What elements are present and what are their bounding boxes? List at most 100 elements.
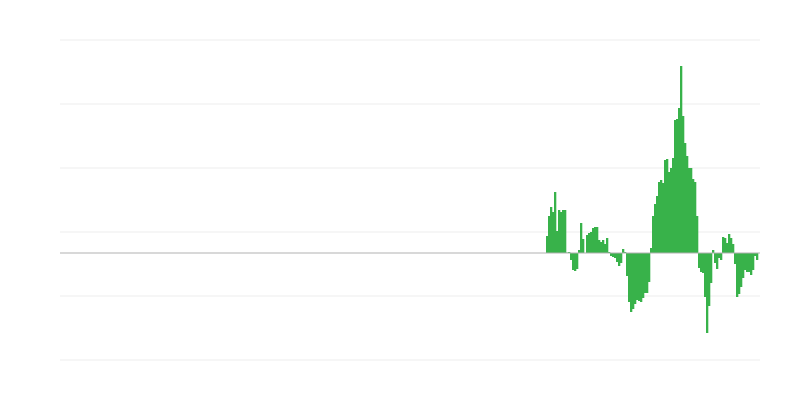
bar <box>604 244 607 253</box>
bar <box>546 236 549 253</box>
bar <box>690 168 693 253</box>
bar <box>696 216 699 253</box>
bar <box>616 253 619 262</box>
bar <box>610 253 613 256</box>
bar <box>718 253 721 258</box>
bar <box>598 240 601 253</box>
bar <box>752 253 755 270</box>
bar <box>548 216 551 253</box>
bar <box>588 233 591 253</box>
bar <box>706 253 709 333</box>
bar <box>640 253 643 302</box>
bar <box>628 253 631 302</box>
bar <box>742 253 745 278</box>
bar <box>654 204 657 253</box>
bar <box>606 238 609 253</box>
bar <box>572 253 575 270</box>
bar <box>644 253 647 293</box>
bar <box>600 242 603 253</box>
bar <box>716 253 719 269</box>
bar <box>626 253 629 276</box>
bar <box>650 248 653 253</box>
bar <box>682 116 685 253</box>
bar <box>722 237 725 253</box>
bar <box>714 253 717 263</box>
bar <box>648 253 651 282</box>
bar <box>556 231 559 253</box>
bar <box>652 216 655 253</box>
bar <box>734 253 737 264</box>
bar <box>570 253 573 260</box>
bar <box>746 253 749 272</box>
bar <box>602 240 605 253</box>
bar <box>630 253 633 312</box>
bar <box>636 253 639 300</box>
bar <box>724 238 727 253</box>
bar <box>670 168 673 253</box>
bar <box>698 253 701 268</box>
bar <box>728 234 731 253</box>
bar <box>684 143 687 253</box>
bar <box>674 120 677 253</box>
bar <box>686 156 689 253</box>
bars <box>546 66 759 333</box>
bar <box>704 253 707 297</box>
bar <box>560 212 563 253</box>
bar <box>702 253 705 273</box>
bar <box>712 250 715 253</box>
gridlines <box>60 39 760 361</box>
bar <box>672 158 675 253</box>
bar <box>662 183 665 253</box>
bar <box>574 253 577 271</box>
bar <box>732 244 735 253</box>
bar <box>550 207 553 253</box>
bar <box>590 232 593 253</box>
bar <box>592 228 595 253</box>
bar <box>580 223 583 253</box>
bar <box>710 253 713 283</box>
bar <box>618 253 621 266</box>
bar <box>740 253 743 287</box>
bar <box>594 227 597 253</box>
bar <box>750 253 753 275</box>
bar <box>564 210 567 253</box>
bar <box>578 250 581 253</box>
bar <box>658 182 661 253</box>
bar <box>612 253 615 257</box>
bar <box>726 243 729 253</box>
bar <box>676 119 679 253</box>
bar <box>596 227 599 253</box>
bar <box>558 210 561 253</box>
bar <box>620 253 623 263</box>
bar <box>634 253 637 304</box>
bar <box>694 182 697 253</box>
bar <box>708 253 711 306</box>
bar <box>666 159 669 253</box>
bar <box>582 239 585 253</box>
bar <box>586 235 589 253</box>
bar <box>720 253 723 260</box>
bar <box>664 160 667 253</box>
bar <box>754 253 757 256</box>
bar <box>638 253 641 301</box>
bar <box>730 238 733 253</box>
bar <box>552 212 555 253</box>
bar <box>632 253 635 309</box>
bar <box>622 249 625 253</box>
bar <box>680 66 683 253</box>
bar <box>562 210 565 253</box>
bar <box>576 253 579 269</box>
bar <box>756 253 759 260</box>
bar <box>646 253 649 293</box>
bar <box>700 253 703 272</box>
bar <box>688 168 691 253</box>
bar <box>748 253 751 272</box>
bar <box>642 253 645 298</box>
bar <box>660 180 663 253</box>
bar <box>656 196 659 253</box>
bar <box>678 108 681 253</box>
bar <box>744 253 747 270</box>
bar <box>668 172 671 253</box>
bar <box>614 253 617 258</box>
